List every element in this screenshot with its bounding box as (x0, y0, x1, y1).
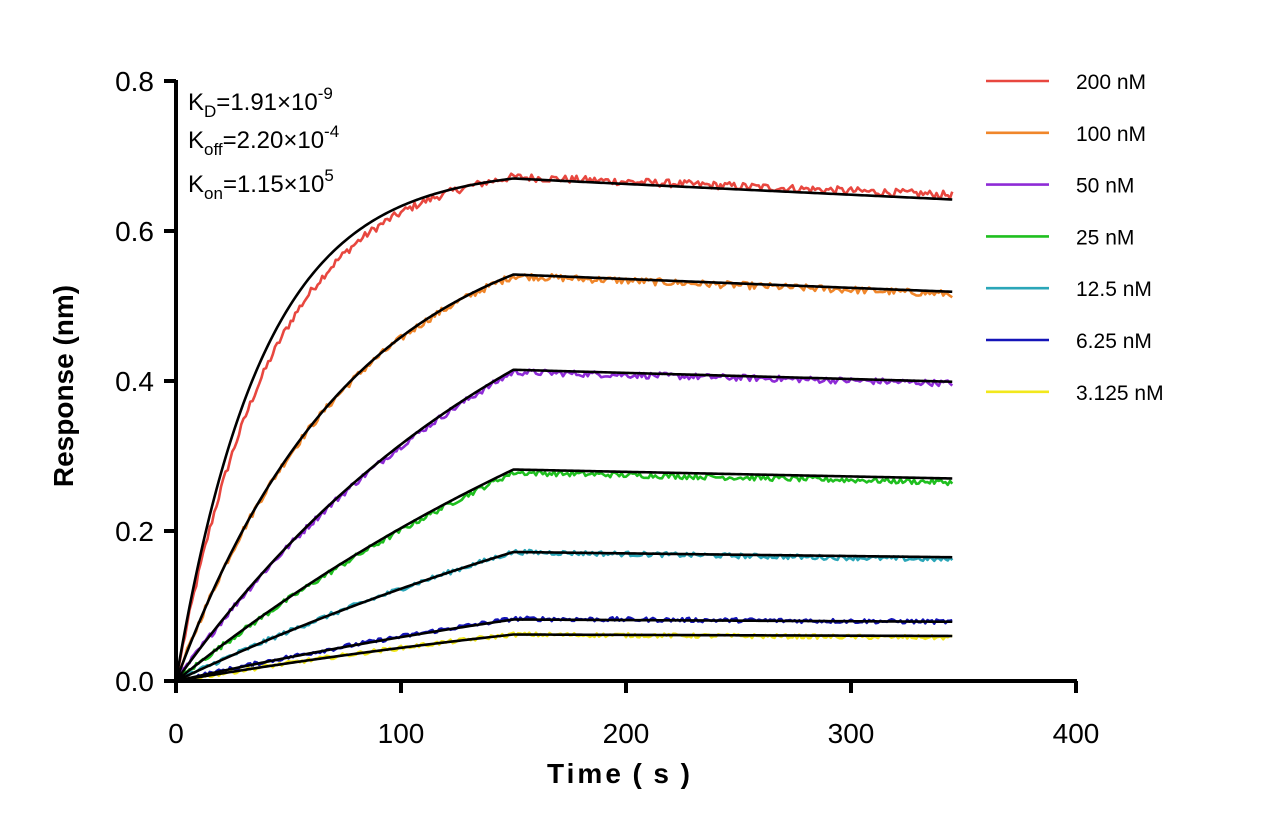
y-ticks: 0.0 0.2 0.4 0.6 0.8 (115, 66, 176, 697)
fit-series-line (175, 550, 953, 683)
legend: 200 nM 100 nM 50 nM 25 nM 12.5 nM 6.25 nM 3.12… (986, 71, 1164, 405)
fit-curves (174, 177, 953, 683)
data-series-line (174, 172, 954, 682)
legend-label: 12.5 nM (1076, 278, 1152, 301)
x-tick-label: 100 (378, 718, 425, 749)
legend-label: 3.125 nM (1076, 382, 1164, 405)
data-series-line (175, 615, 953, 683)
legend-item: 6.25 nM (986, 330, 1152, 353)
legend-item: 100 nM (986, 123, 1146, 146)
x-ticks: 0 100 200 300 400 (168, 681, 1099, 749)
legend-item: 3.125 nM (986, 382, 1164, 405)
fit-series-line (175, 468, 953, 683)
kd-annotation: KD=1.91×10-9 (188, 84, 333, 121)
x-axis-title: Time ( s ) (547, 758, 693, 789)
y-tick-label: 0.4 (115, 366, 154, 397)
y-tick-label: 0.8 (115, 66, 154, 97)
data-curves (174, 172, 954, 683)
legend-item: 12.5 nM (986, 278, 1152, 301)
fit-series-line (174, 273, 953, 682)
kon-annotation: Kon=1.15×105 (188, 166, 334, 203)
fit-series-line (174, 368, 953, 682)
y-tick-label: 0.6 (115, 216, 154, 247)
fit-series-line (174, 177, 953, 682)
y-axis-title: Response (nm) (48, 285, 79, 487)
kinetic-constants: KD=1.91×10-9 Koff=2.20×10-4 Kon=1.15×105 (188, 84, 339, 203)
legend-item: 25 nM (986, 226, 1134, 249)
fit-series-line (175, 618, 953, 683)
legend-label: 6.25 nM (1076, 330, 1152, 353)
data-series-line (175, 469, 954, 683)
koff-annotation: Koff=2.20×10-4 (188, 122, 339, 159)
legend-label: 25 nM (1076, 226, 1134, 249)
y-tick-label: 0.2 (115, 516, 154, 547)
data-series-line (174, 272, 953, 682)
x-tick-label: 400 (1053, 718, 1100, 749)
x-tick-label: 0 (168, 718, 184, 749)
x-tick-label: 200 (603, 718, 650, 749)
legend-label: 100 nM (1076, 123, 1146, 146)
legend-item: 200 nM (986, 71, 1146, 94)
x-tick-label: 300 (828, 718, 875, 749)
legend-label: 50 nM (1076, 175, 1134, 198)
y-tick-label: 0.0 (115, 666, 154, 697)
legend-label: 200 nM (1076, 71, 1146, 94)
legend-item: 50 nM (986, 175, 1134, 198)
fit-series-line (175, 633, 953, 683)
